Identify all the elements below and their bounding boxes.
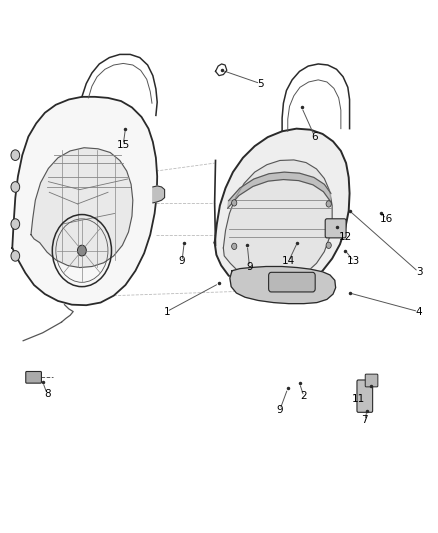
Polygon shape — [223, 160, 332, 282]
Polygon shape — [228, 172, 331, 208]
Text: 9: 9 — [277, 405, 283, 415]
FancyBboxPatch shape — [357, 380, 373, 413]
Circle shape — [326, 201, 331, 207]
FancyBboxPatch shape — [325, 219, 346, 238]
Text: 8: 8 — [44, 389, 50, 399]
Text: 16: 16 — [380, 214, 393, 224]
Text: 15: 15 — [117, 140, 130, 150]
Circle shape — [11, 150, 20, 160]
Polygon shape — [31, 148, 133, 268]
Circle shape — [11, 219, 20, 229]
FancyBboxPatch shape — [268, 272, 315, 292]
Polygon shape — [215, 128, 350, 290]
Circle shape — [326, 242, 331, 248]
FancyBboxPatch shape — [26, 372, 42, 383]
Text: 7: 7 — [361, 415, 368, 425]
Text: 5: 5 — [257, 78, 264, 88]
Text: 13: 13 — [347, 256, 360, 266]
Circle shape — [11, 251, 20, 261]
Circle shape — [232, 200, 237, 206]
Polygon shape — [12, 97, 157, 305]
Text: 3: 3 — [416, 267, 423, 277]
Text: 14: 14 — [282, 256, 295, 266]
Circle shape — [232, 243, 237, 249]
FancyBboxPatch shape — [365, 374, 378, 387]
Circle shape — [78, 245, 86, 256]
Text: 2: 2 — [300, 391, 307, 401]
Text: 11: 11 — [352, 394, 365, 404]
Text: 4: 4 — [416, 306, 423, 317]
Text: 12: 12 — [339, 232, 352, 243]
Text: 1: 1 — [163, 306, 170, 317]
Polygon shape — [230, 266, 336, 304]
Text: 9: 9 — [246, 262, 253, 271]
Text: 9: 9 — [179, 256, 185, 266]
Text: 6: 6 — [311, 132, 318, 142]
Polygon shape — [153, 186, 165, 203]
Circle shape — [11, 182, 20, 192]
